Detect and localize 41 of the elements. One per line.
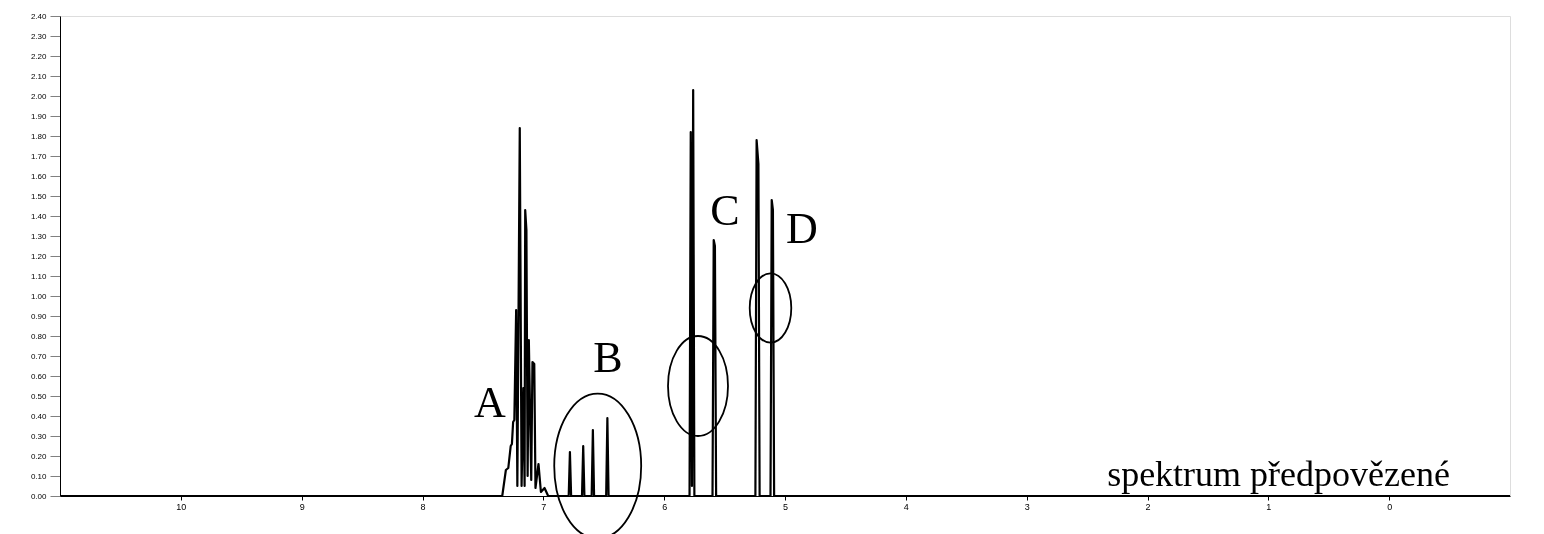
annotation: A [474,378,507,427]
annotation: D [786,204,818,253]
annotation: C [710,186,740,235]
x-tick-label: 6 [662,501,668,512]
y-tick-label: 0.40 [30,411,48,421]
y-tick-label: 1.00 [30,291,48,301]
y-tick-label: 0.90 [30,311,48,321]
y-tick-label: 1.30 [30,231,48,241]
y-tick-label: 1.70 [30,151,48,161]
y-tick-label: 1.50 [30,191,48,201]
x-tick-label: 4 [903,501,909,512]
y-tick-label: 2.00 [30,91,48,101]
y-tick-label: 2.30 [30,31,48,41]
y-tick-label: 0.80 [30,331,48,341]
y-tick-label: 2.20 [30,51,48,61]
y-tick-label: 2.10 [30,71,48,81]
y-tick-label: 2.40 [30,11,48,21]
y-tick-label: 1.80 [30,131,48,141]
y-tick-label: 1.40 [30,211,48,221]
x-tick-label: 9 [299,501,305,512]
x-tick-label: 3 [1024,501,1030,512]
annotation: spektrum předpovězené [1107,454,1450,494]
y-tick-label: 0.60 [30,371,48,381]
y-tick-label: 0.50 [30,391,48,401]
y-tick-label: 1.20 [30,251,48,261]
y-tick-label: 0.70 [30,351,48,361]
x-tick-label: 5 [782,501,789,512]
y-tick-label: 1.60 [30,171,48,181]
annotation: B [593,333,623,382]
x-tick-label: 1 [1266,501,1272,512]
y-tick-label: 0.10 [30,471,48,481]
x-tick-label: 8 [420,501,426,512]
y-tick-label: 0.00 [30,491,48,501]
y-tick-label: 0.20 [30,451,48,461]
x-tick-label: 0 [1387,501,1393,512]
x-tick-label: 2 [1145,501,1151,512]
y-tick-label: 1.90 [30,111,48,121]
y-tick-label: 1.10 [30,271,48,281]
x-tick-label: 10 [176,501,187,512]
y-tick-label: 0.30 [30,431,48,441]
x-tick-label: 7 [541,501,547,512]
